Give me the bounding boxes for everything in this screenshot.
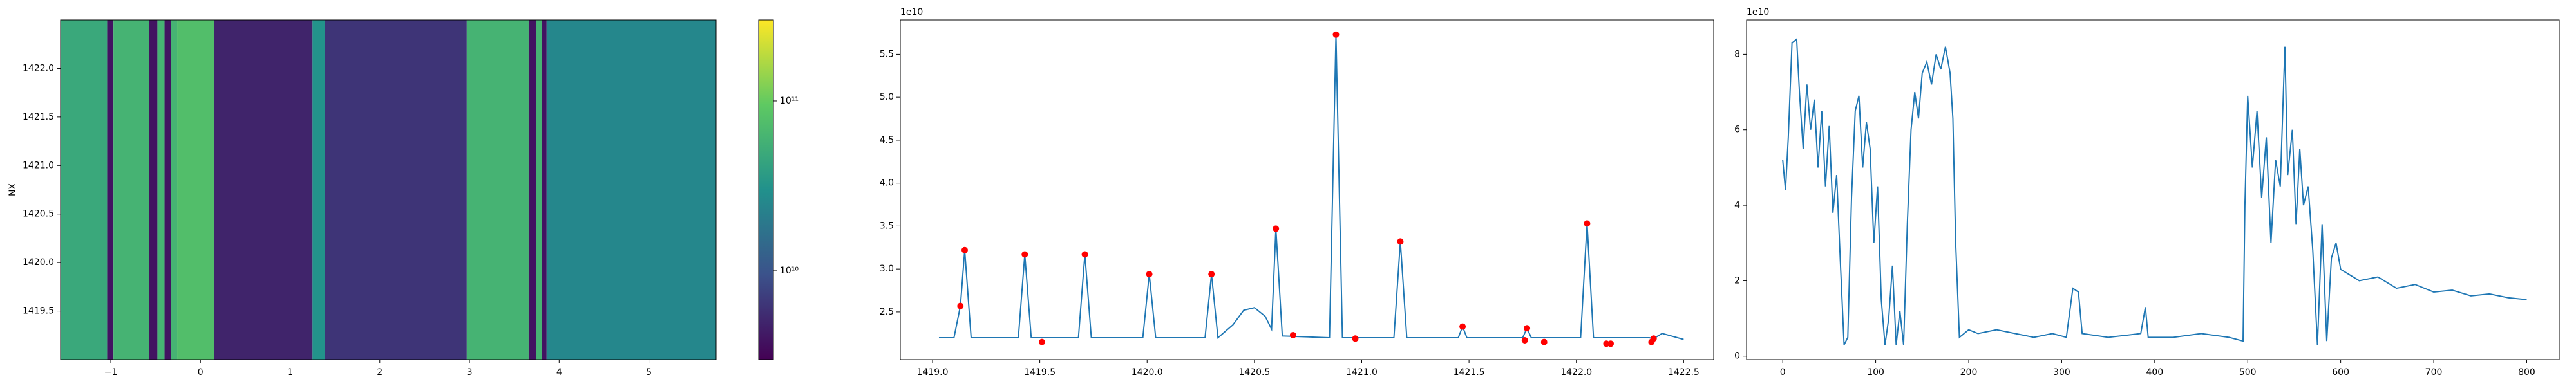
frame: [900, 19, 1714, 360]
colorbar-tick-label: 10¹¹: [780, 96, 799, 106]
peak-marker: [1650, 335, 1657, 342]
x-tick-label: 0: [198, 367, 204, 378]
colorbar: [758, 19, 774, 360]
y-tick-label: 3.0: [880, 264, 894, 274]
x-tick-label: 2: [377, 367, 383, 378]
heatmap-cell: [528, 20, 536, 360]
peak-marker: [1524, 325, 1531, 332]
y-tick-label: 8: [1734, 49, 1740, 59]
x-tick-label: 1: [287, 367, 293, 378]
frame: [1746, 19, 2560, 360]
peak-marker: [1289, 331, 1296, 338]
heatmap-cell: [536, 20, 542, 360]
peak-marker: [1521, 336, 1528, 344]
y-axis-label: NX: [8, 183, 18, 196]
heatmap-cell: [171, 20, 178, 360]
peak-marker: [957, 302, 964, 309]
x-tick-label: 1421.5: [1454, 367, 1485, 378]
y-tick-label: 1421.0: [23, 160, 54, 170]
line: [1782, 37, 2527, 345]
frame: [60, 19, 717, 360]
x-tick-label: 1421.0: [1346, 367, 1378, 378]
peak-marker: [1146, 271, 1153, 278]
x-tick-label: 800: [2518, 367, 2535, 378]
x-tick-label: 1422.0: [1560, 367, 1592, 378]
heatmap-cell: [466, 20, 529, 360]
peak-marker: [1021, 251, 1028, 258]
peak-marker: [1081, 251, 1088, 258]
peak-marker: [1332, 31, 1340, 38]
peak-marker: [1540, 338, 1548, 345]
y-tick-label: 1420.0: [23, 257, 54, 268]
y-tick-label: 5.5: [880, 49, 894, 59]
peak-marker: [1459, 323, 1466, 330]
heatmap-cell: [61, 20, 108, 360]
colorbar-tick-label: 10¹⁰: [780, 266, 799, 276]
heatmap-cell: [157, 20, 165, 360]
heatmap-cell: [107, 20, 114, 360]
peak-marker: [1352, 335, 1359, 342]
x-tick-label: 500: [2239, 367, 2257, 378]
y-tick-label: 2: [1734, 275, 1740, 286]
offset-label: 1e10: [1747, 7, 1769, 17]
line: [938, 34, 1684, 340]
heatmap-cell: [113, 20, 149, 360]
peak-marker: [1038, 338, 1045, 345]
x-tick-label: 400: [2146, 367, 2163, 378]
y-tick-label: 1420.5: [23, 209, 54, 219]
heatmap-cell: [542, 20, 547, 360]
peak-marker: [1607, 340, 1615, 347]
x-tick-label: 0: [1780, 367, 1786, 378]
x-tick-label: 300: [2053, 367, 2070, 378]
x-tick-label: 100: [1867, 367, 1884, 378]
x-tick-label: −1: [104, 367, 118, 378]
y-tick-label: 1421.5: [23, 112, 54, 122]
y-tick-label: 1422.0: [23, 63, 54, 73]
y-tick-label: 0: [1734, 351, 1740, 362]
peak-marker: [1208, 271, 1215, 278]
y-tick-label: 1419.5: [23, 306, 54, 317]
x-tick-label: 5: [646, 367, 652, 378]
x-tick-label: 1419.0: [916, 367, 948, 378]
x-tick-label: 3: [467, 367, 473, 378]
x-tick-label: 700: [2425, 367, 2443, 378]
y-tick-label: 3.5: [880, 221, 894, 231]
y-tick-label: 2.5: [880, 307, 894, 317]
peak-marker: [1584, 220, 1591, 227]
heatmap-cell: [214, 20, 313, 360]
x-tick-label: 1422.5: [1668, 367, 1700, 378]
x-tick-label: 1420.0: [1132, 367, 1163, 378]
y-tick-label: 4: [1734, 200, 1740, 210]
x-tick-label: 600: [2332, 367, 2349, 378]
y-tick-label: 6: [1734, 125, 1740, 135]
y-tick-label: 4.0: [880, 178, 894, 188]
x-tick-label: 1420.5: [1238, 367, 1270, 378]
y-tick-label: 5.0: [880, 92, 894, 102]
x-tick-label: 4: [556, 367, 562, 378]
heatmap-cell: [546, 20, 716, 360]
heatmap-cell: [164, 20, 171, 360]
heatmap-cell: [149, 20, 158, 360]
peak-marker: [1273, 225, 1280, 232]
x-tick-label: 1419.5: [1024, 367, 1056, 378]
x-tick-label: 200: [1960, 367, 1978, 378]
heatmap-cell: [177, 20, 214, 360]
peak-marker: [1397, 238, 1404, 245]
heatmap-cell: [312, 20, 325, 360]
y-tick-label: 4.5: [880, 135, 894, 145]
offset-label: 1e10: [900, 7, 923, 17]
peak-marker: [961, 246, 968, 253]
heatmap-cell: [325, 20, 467, 360]
